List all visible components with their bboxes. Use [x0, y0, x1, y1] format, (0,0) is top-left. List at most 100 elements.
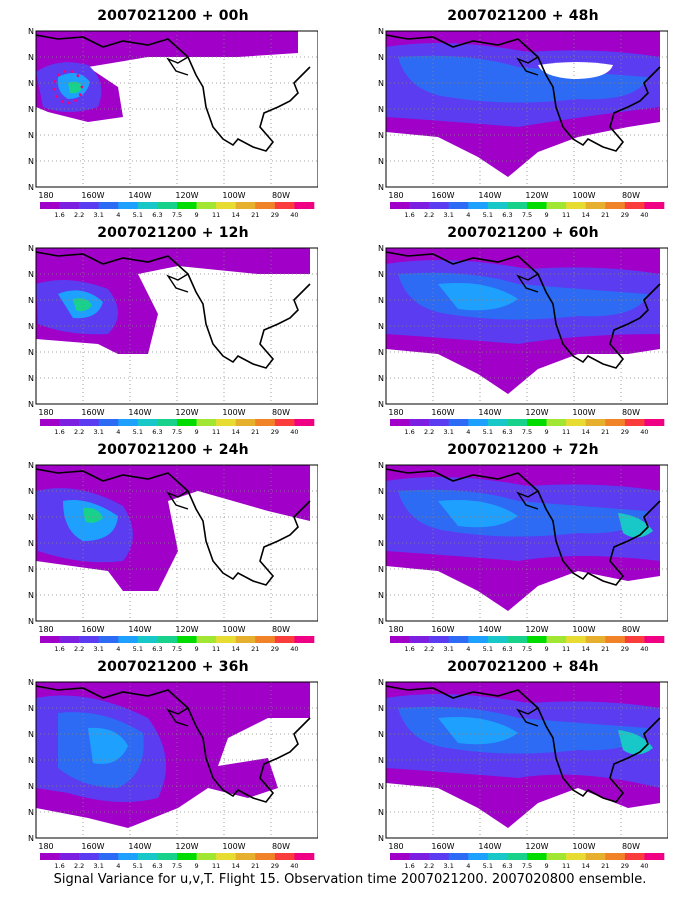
longitude-label: 140W: [128, 191, 151, 200]
longitude-label: 100W: [222, 408, 245, 417]
colorbar-label: 40: [290, 428, 298, 434]
colorbar-swatch: [98, 419, 119, 426]
latitude-label: 40N: [378, 322, 384, 331]
colorbar-swatch: [585, 636, 606, 643]
colorbar-label: 40: [640, 645, 648, 651]
colorbar-swatch: [157, 636, 178, 643]
map-frame: [35, 681, 318, 839]
latitude-label: 70N: [28, 461, 34, 470]
colorbar-swatch: [294, 636, 315, 643]
flight-track-point: [63, 69, 67, 73]
longitude-label: 80W: [622, 408, 640, 417]
latitude-label: 30N: [378, 348, 384, 357]
colorbar-label: 29: [621, 428, 629, 434]
colorbar-swatch: [566, 636, 587, 643]
map-frame: [35, 464, 318, 622]
variance-field: [386, 465, 660, 611]
colorbar-swatch: [429, 636, 450, 643]
colorbar-label: 7.5: [172, 862, 182, 868]
map-plot-area: [385, 681, 668, 839]
colorbar-swatch: [137, 853, 158, 860]
colorbar: 1.6 2.2 3.1 4 5.1 6.3 7.5 9 11 14 21 29 40: [390, 636, 665, 651]
colorbar-label: 11: [562, 428, 570, 434]
latitude-label: 20N: [378, 374, 384, 383]
longitude-label: 180: [38, 842, 53, 851]
colorbar-label: 14: [232, 428, 240, 434]
latitude-label: 10N: [28, 183, 34, 192]
variance-contour: [438, 283, 518, 311]
latitude-label: 20N: [28, 808, 34, 817]
colorbar-label: 21: [601, 428, 609, 434]
colorbar-swatch: [468, 419, 489, 426]
colorbar-swatch: [468, 636, 489, 643]
colorbar: 1.6 2.2 3.1 4 5.1 6.3 7.5 9 11 14 21 29 40: [40, 419, 315, 434]
variance-contour: [73, 298, 92, 312]
coastline: [166, 490, 189, 510]
colorbar-swatch: [487, 853, 508, 860]
colorbar-label: 7.5: [522, 211, 532, 217]
longitude-label: 120W: [175, 408, 198, 417]
coastline: [516, 490, 539, 510]
colorbar-swatch: [98, 853, 119, 860]
colorbar: 1.6 2.2 3.1 4 5.1 6.3 7.5 9 11 14 21 29 40: [40, 853, 315, 868]
latitude-label: 10N: [378, 400, 384, 409]
map-plot-area: [35, 247, 318, 405]
variance-map: 70N 60N 50N 40N 30N 20N 10N 180 160W 140W 120W 100W…: [28, 244, 318, 434]
longitude-label: 80W: [622, 191, 640, 200]
longitude-label: 120W: [175, 842, 198, 851]
latitude-label: 50N: [28, 296, 34, 305]
colorbar-label: 21: [601, 862, 609, 868]
variance-contour: [68, 81, 83, 94]
colorbar-label: 21: [251, 645, 259, 651]
longitude-label: 80W: [272, 408, 290, 417]
colorbar-swatch: [98, 636, 119, 643]
variance-contour: [438, 717, 518, 745]
flight-track-point: [76, 74, 80, 78]
longitude-label: 160W: [81, 625, 104, 634]
colorbar-label: 4: [466, 862, 470, 868]
colorbar-swatch: [487, 202, 508, 209]
longitude-label: 100W: [572, 842, 595, 851]
colorbar-swatch: [448, 202, 469, 209]
colorbar-swatch: [255, 419, 276, 426]
colorbar-label: 11: [212, 645, 220, 651]
colorbar-swatch: [448, 853, 469, 860]
colorbar-swatch: [274, 853, 295, 860]
latitude-label: 40N: [28, 105, 34, 114]
colorbar-label: 2.2: [424, 428, 434, 434]
colorbar-swatch: [79, 419, 100, 426]
colorbar-label: 5.1: [483, 211, 493, 217]
colorbar-label: 3.1: [94, 211, 104, 217]
colorbar-swatch: [59, 202, 80, 209]
colorbar: 1.6 2.2 3.1 4 5.1 6.3 7.5 9 11 14 21 29 40: [40, 202, 315, 217]
longitude-label: 120W: [525, 408, 548, 417]
colorbar-swatch: [624, 636, 645, 643]
coastline: [166, 56, 189, 76]
colorbar-swatch: [546, 419, 567, 426]
panel-title: 2007021200 + 36h: [97, 659, 249, 675]
latitude-label: 10N: [28, 834, 34, 843]
colorbar-label: 9: [195, 211, 199, 217]
colorbar-label: 9: [545, 211, 549, 217]
latitude-label: 30N: [28, 565, 34, 574]
colorbar-label: 4: [466, 428, 470, 434]
latitude-label: 60N: [378, 53, 384, 62]
coastline: [386, 468, 661, 586]
colorbar-label: 1.6: [54, 862, 64, 868]
colorbar-label: 9: [545, 645, 549, 651]
map-frame: [35, 30, 318, 188]
flight-track-point: [60, 100, 64, 103]
colorbar-swatch: [644, 636, 665, 643]
panel-title: 2007021200 + 72h: [447, 442, 599, 458]
longitude-label: 140W: [128, 842, 151, 851]
longitude-label: 80W: [272, 842, 290, 851]
colorbar-swatch: [390, 636, 410, 643]
colorbar: 1.6 2.2 3.1 4 5.1 6.3 7.5 9 11 14 21 29 40: [40, 636, 315, 651]
colorbar-label: 14: [232, 645, 240, 651]
colorbar-label: 9: [195, 645, 199, 651]
colorbar-swatch: [137, 419, 158, 426]
colorbar-swatch: [585, 853, 606, 860]
latitude-label: 50N: [378, 79, 384, 88]
longitude-label: 140W: [478, 191, 501, 200]
colorbar-swatch: [507, 202, 528, 209]
